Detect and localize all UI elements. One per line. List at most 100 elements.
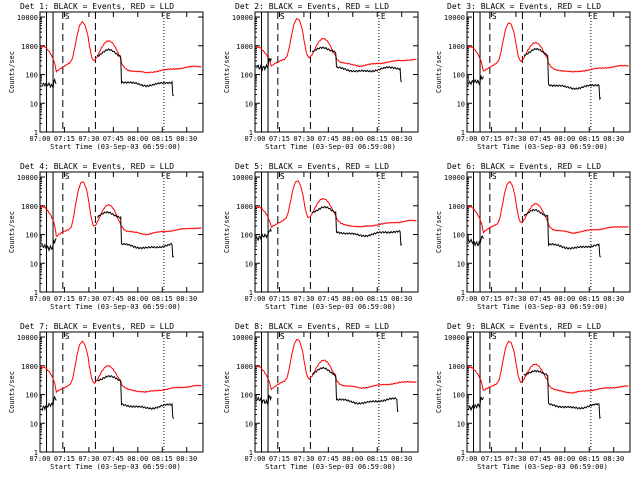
y-tick-label: 1: [34, 449, 38, 457]
x-tick-label: 08:00: [127, 135, 148, 143]
y-tick-label: 1: [249, 289, 253, 297]
y-tick-label: 1: [461, 129, 465, 137]
detector-chart-6: Det 6: BLACK = Events, RED = LLD 1 10 100 10…: [435, 162, 631, 311]
detector-chart-5: Det 5: BLACK = Events, RED = LLD 1 10 100 10…: [223, 162, 419, 311]
chart-title: Det 8: BLACK = Events, RED = LLD: [235, 322, 389, 331]
y-tick-label: 10: [245, 260, 253, 268]
series-line-events: [311, 366, 399, 413]
series-line-events: [256, 227, 272, 242]
y-tick-label: 1000: [21, 43, 38, 51]
series-line-events: [468, 235, 484, 247]
series-line-events: [41, 395, 57, 412]
x-tick-label: 07:00: [244, 455, 265, 463]
detector-chart-4: Det 4: BLACK = Events, RED = LLD 1 10 100 10…: [8, 162, 204, 311]
series-line-events: [523, 47, 602, 101]
x-tick-label: 07:45: [103, 455, 124, 463]
x-tick-label: 08:15: [579, 455, 600, 463]
y-tick-label: 100: [452, 232, 465, 240]
x-tick-label: 07:00: [456, 295, 477, 303]
marker-label: E: [381, 12, 386, 21]
x-tick-label: 08:15: [579, 295, 600, 303]
series-line-events: [96, 374, 175, 419]
y-tick-label: 100: [452, 392, 465, 400]
x-tick-label: 08:15: [579, 135, 600, 143]
y-tick-label: 10000: [232, 174, 253, 182]
x-tick-label: 07:15: [54, 135, 75, 143]
marker-label: S: [492, 172, 497, 181]
x-axis-label: Start Time (03-Sep-03 06:59:00): [477, 463, 608, 471]
series-line-events: [256, 394, 272, 406]
y-tick-label: 10: [457, 260, 465, 268]
y-tick-label: 10: [457, 100, 465, 108]
x-tick-label: 08:30: [391, 455, 412, 463]
y-axis-label: Counts/sec: [8, 51, 16, 93]
detector-chart-1: Det 1: BLACK = Events, RED = LLD 1 10 100 10…: [8, 2, 204, 151]
chart-title: Det 6: BLACK = Events, RED = LLD: [447, 162, 601, 171]
x-tick-label: 07:45: [103, 295, 124, 303]
x-tick-label: 08:30: [176, 455, 197, 463]
x-tick-label: 07:45: [530, 295, 551, 303]
x-tick-label: 08:15: [367, 455, 388, 463]
x-tick-label: 08:00: [554, 135, 575, 143]
marker-label: E: [166, 332, 171, 341]
x-tick-label: 08:30: [391, 295, 412, 303]
y-axis-label: Counts/sec: [223, 51, 231, 93]
y-tick-label: 1: [249, 129, 253, 137]
y-tick-label: 1000: [236, 43, 253, 51]
y-tick-label: 1000: [448, 363, 465, 371]
x-axis-label: Start Time (03-Sep-03 06:59:00): [50, 303, 181, 311]
y-axis-label: Counts/sec: [223, 371, 231, 413]
x-tick-label: 08:30: [176, 295, 197, 303]
y-tick-label: 1: [34, 129, 38, 137]
plot-frame: [466, 11, 631, 133]
x-tick-label: 08:15: [367, 135, 388, 143]
y-tick-label: 10000: [444, 174, 465, 182]
x-tick-label: 08:30: [603, 455, 624, 463]
x-tick-label: 07:00: [29, 135, 50, 143]
y-tick-label: 1000: [236, 203, 253, 211]
y-axis-label: Counts/sec: [435, 371, 443, 413]
x-axis-label: Start Time (03-Sep-03 06:59:00): [265, 463, 396, 471]
marker-label: S: [65, 172, 70, 181]
chart-title: Det 2: BLACK = Events, RED = LLD: [235, 2, 389, 11]
y-tick-label: 100: [240, 72, 253, 80]
detector-chart-9: Det 9: BLACK = Events, RED = LLD 1 10 100 10…: [435, 322, 631, 471]
x-axis-label: Start Time (03-Sep-03 06:59:00): [477, 143, 608, 151]
x-tick-label: 08:30: [603, 135, 624, 143]
x-tick-label: 07:30: [293, 455, 314, 463]
x-tick-label: 07:30: [78, 455, 99, 463]
x-tick-label: 07:45: [530, 135, 551, 143]
series-line-events: [311, 46, 403, 83]
x-tick-label: 08:00: [554, 295, 575, 303]
plot-frame: [39, 171, 204, 293]
series-line-events: [96, 211, 175, 259]
detector-chart-7: Det 7: BLACK = Events, RED = LLD 1 10 100 10…: [8, 322, 204, 471]
plot-frame: [254, 171, 419, 293]
y-tick-label: 10000: [444, 334, 465, 342]
marker-label: E: [166, 12, 171, 21]
y-tick-label: 100: [240, 392, 253, 400]
x-tick-label: 07:45: [318, 455, 339, 463]
x-tick-label: 07:30: [505, 295, 526, 303]
x-tick-label: 08:00: [554, 455, 575, 463]
x-tick-label: 07:45: [103, 135, 124, 143]
y-axis-label: Counts/sec: [435, 211, 443, 253]
marker-label: S: [492, 12, 497, 21]
chart-title: Det 5: BLACK = Events, RED = LLD: [235, 162, 389, 171]
marker-label: S: [65, 12, 70, 21]
chart-title: Det 3: BLACK = Events, RED = LLD: [447, 2, 601, 11]
x-tick-label: 07:30: [78, 295, 99, 303]
x-tick-label: 07:00: [456, 455, 477, 463]
x-tick-label: 07:30: [293, 295, 314, 303]
y-tick-label: 1000: [236, 363, 253, 371]
plot-frame: [466, 331, 631, 453]
x-tick-label: 08:00: [342, 455, 363, 463]
x-tick-label: 07:45: [530, 455, 551, 463]
x-tick-label: 07:30: [293, 135, 314, 143]
y-axis-label: Counts/sec: [435, 51, 443, 93]
plot-frame: [39, 331, 204, 453]
y-axis-label: Counts/sec: [223, 211, 231, 253]
x-tick-label: 07:30: [505, 455, 526, 463]
x-tick-label: 08:30: [391, 135, 412, 143]
plot-frame: [466, 171, 631, 293]
